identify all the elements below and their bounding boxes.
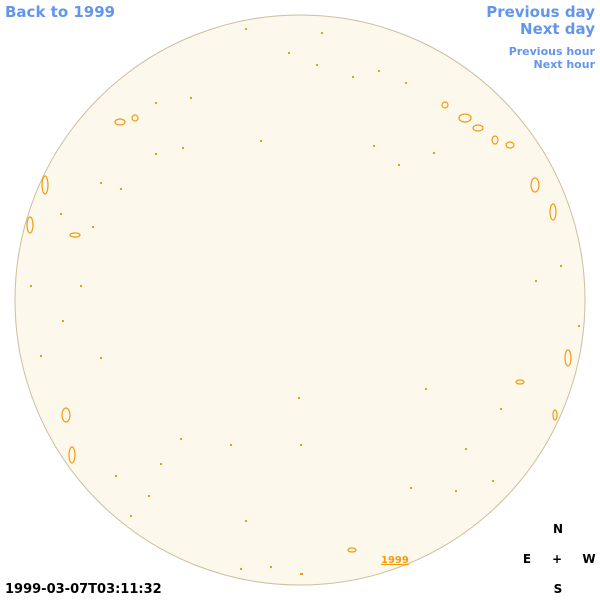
year-link[interactable]: 1999 [381,555,409,566]
compass-south: S [553,582,563,596]
compass-west: W [582,552,596,566]
compass-center: + [551,552,563,566]
compass-north: N [552,522,564,536]
active-regions [26,101,572,553]
previous-hour-link[interactable]: Previous hour [508,45,595,58]
next-hour-link[interactable]: Next hour [533,58,596,71]
specks [30,28,580,575]
compass-east: E [522,552,532,566]
timestamp: 1999-03-07T03:11:32 [5,582,162,597]
back-link[interactable]: Back to 1999 [5,3,116,21]
next-day-link[interactable]: Next day [520,20,595,38]
previous-day-link[interactable]: Previous day [486,3,595,21]
solar-disc [14,14,586,586]
